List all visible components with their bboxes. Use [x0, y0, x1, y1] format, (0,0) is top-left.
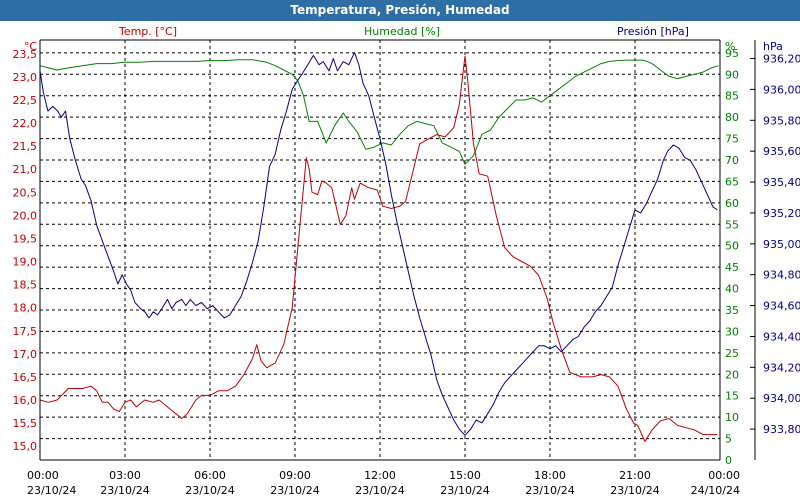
- pressure-tick-label: 934,80: [763, 269, 800, 282]
- pressure-tick-label: 933,80: [763, 423, 800, 436]
- x-tick-date: 24/10/24: [691, 484, 740, 497]
- legend-humidity: Humedad [%]: [364, 25, 440, 38]
- humidity-tick-label: 0: [725, 454, 732, 467]
- pressure-tick-label: 936,20: [763, 53, 800, 66]
- x-tick-time: 12:00: [364, 469, 396, 482]
- pressure-tick-label: 935,40: [763, 176, 800, 189]
- pressure-tick-label: 934,20: [763, 361, 800, 374]
- humidity-tick-label: 70: [725, 154, 739, 167]
- x-tick-time: 03:00: [109, 469, 141, 482]
- temperature-tick-label: 19,0: [13, 256, 38, 269]
- pressure-tick-label: 935,00: [763, 238, 800, 251]
- x-tick-date: 23/10/24: [525, 484, 574, 497]
- humidity-series-line: [39, 59, 719, 165]
- temperature-tick-label: 23,0: [13, 71, 38, 84]
- temperature-tick-label: 20,5: [13, 186, 38, 199]
- humidity-tick-label: 15: [725, 390, 739, 403]
- temperature-tick-label: 21,5: [13, 140, 38, 153]
- x-tick-time: 00:00: [708, 469, 740, 482]
- pressure-tick-label: 936,00: [763, 83, 800, 96]
- temperature-tick-label: 15,5: [13, 417, 38, 430]
- legend-pressure: Presión [hPa]: [617, 25, 689, 38]
- humidity-tick-label: 50: [725, 240, 739, 253]
- chart-title: Temperatura, Presión, Humedad: [0, 0, 800, 21]
- humidity-tick-label: 55: [725, 218, 739, 231]
- pressure-tick-label: 934,60: [763, 300, 800, 313]
- legend-temperature: Temp. [°C]: [118, 25, 177, 38]
- pressure-tick-label: 934,40: [763, 330, 800, 343]
- x-tick-date: 23/10/24: [270, 484, 319, 497]
- pressure-tick-label: 934,00: [763, 392, 800, 405]
- humidity-tick-label: 5: [725, 433, 732, 446]
- x-tick-time: 06:00: [194, 469, 226, 482]
- x-tick-date: 23/10/24: [440, 484, 489, 497]
- x-tick-date: 23/10/24: [185, 484, 234, 497]
- series-lines: [39, 51, 719, 442]
- grid-lines: [40, 40, 755, 460]
- temperature-tick-label: 22,5: [13, 94, 38, 107]
- humidity-tick-label: 75: [725, 133, 739, 146]
- temperature-tick-label: 21,0: [13, 163, 38, 176]
- humidity-tick-label: 85: [725, 90, 739, 103]
- temperature-tick-label: 17,5: [13, 325, 38, 338]
- humidity-tick-label: 40: [725, 283, 739, 296]
- x-tick-date: 23/10/24: [27, 484, 76, 497]
- temperature-tick-label: 18,5: [13, 279, 38, 292]
- x-tick-time: 21:00: [619, 469, 651, 482]
- pressure-series-line: [39, 51, 718, 436]
- x-tick-time: 18:00: [534, 469, 566, 482]
- x-tick-time: 00:00: [27, 469, 59, 482]
- humidity-tick-label: 80: [725, 111, 739, 124]
- humidity-tick-label: 25: [725, 347, 739, 360]
- temperature-tick-label: 22,0: [13, 117, 38, 130]
- humidity-tick-label: 95: [725, 47, 739, 60]
- humidity-tick-label: 45: [725, 261, 739, 274]
- humidity-tick-label: 30: [725, 325, 739, 338]
- humidity-tick-label: 20: [725, 368, 739, 381]
- temperature-unit-label: °C: [24, 40, 38, 53]
- pressure-tick-label: 935,60: [763, 145, 800, 158]
- x-tick-date: 23/10/24: [355, 484, 404, 497]
- humidity-tick-label: 10: [725, 411, 739, 424]
- pressure-tick-label: 935,80: [763, 114, 800, 127]
- temperature-tick-label: 15,0: [13, 440, 38, 453]
- pressure-tick-label: 935,20: [763, 207, 800, 220]
- temperature-series-line: [39, 55, 718, 442]
- axis-labels: 00:00 23/10/24 03:00 23/10/24 06:00 23/10/24 0…: [13, 25, 800, 497]
- temperature-tick-label: 18,0: [13, 302, 38, 315]
- x-tick-time: 15:00: [449, 469, 481, 482]
- humidity-tick-label: 90: [725, 68, 739, 81]
- temperature-tick-label: 19,5: [13, 232, 38, 245]
- x-tick-date: 23/10/24: [100, 484, 149, 497]
- humidity-tick-label: 65: [725, 175, 739, 188]
- pressure-unit-label: hPa: [763, 40, 783, 53]
- temperature-tick-label: 16,5: [13, 371, 38, 384]
- humidity-tick-label: 60: [725, 197, 739, 210]
- temperature-tick-label: 20,0: [13, 209, 38, 222]
- humidity-tick-label: 35: [725, 304, 739, 317]
- temperature-tick-label: 23,5: [13, 48, 38, 61]
- temperature-tick-label: 16,0: [13, 394, 38, 407]
- x-tick-time: 09:00: [279, 469, 311, 482]
- temperature-tick-label: 17,0: [13, 348, 38, 361]
- x-tick-date: 23/10/24: [610, 484, 659, 497]
- humidity-unit-label: %: [725, 40, 735, 53]
